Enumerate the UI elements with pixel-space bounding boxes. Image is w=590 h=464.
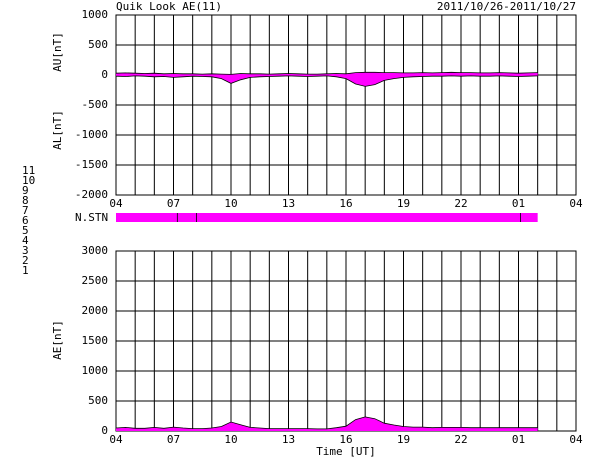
y-tick-label: 1000 bbox=[82, 364, 109, 377]
station-legend-label: 8 bbox=[22, 194, 29, 207]
x-tick-label: 07 bbox=[167, 197, 180, 210]
station-segment bbox=[116, 213, 178, 222]
y-tick-label: -500 bbox=[82, 98, 109, 111]
x-tick-label: 16 bbox=[339, 197, 352, 210]
station-legend-label: 6 bbox=[22, 214, 29, 227]
x-tick-label: 04 bbox=[569, 197, 583, 210]
x-tick-label: 16 bbox=[339, 433, 352, 446]
y-tick-label: 3000 bbox=[82, 244, 109, 257]
station-legend-label: 9 bbox=[22, 184, 29, 197]
y-tick-label: -1000 bbox=[75, 128, 108, 141]
y-tick-label: 2500 bbox=[82, 274, 109, 287]
line bbox=[115, 75, 538, 87]
station-segment bbox=[177, 213, 197, 222]
x-axis-label: Time [UT] bbox=[316, 445, 376, 458]
y-tick-label: 1000 bbox=[82, 8, 109, 21]
station-segment bbox=[196, 213, 521, 222]
area bbox=[116, 416, 538, 431]
area bbox=[116, 75, 538, 87]
chart-title: Quik Look AE(11) bbox=[116, 0, 222, 13]
station-legend-label: 10 bbox=[22, 174, 35, 187]
x-tick-label: 19 bbox=[397, 197, 410, 210]
y-tick-label: -1500 bbox=[75, 158, 108, 171]
x-tick-label: 13 bbox=[282, 197, 295, 210]
y-tick-label: 0 bbox=[101, 68, 108, 81]
line bbox=[115, 71, 538, 75]
station-legend-label: 4 bbox=[22, 234, 29, 247]
station-legend-label: 2 bbox=[22, 254, 29, 267]
y-axis-label: AL[nT] bbox=[51, 110, 64, 150]
station-segment bbox=[520, 213, 538, 222]
y-tick-label: 2000 bbox=[82, 304, 109, 317]
line bbox=[115, 416, 538, 430]
x-tick-label: 22 bbox=[454, 197, 467, 210]
station-legend-label: 7 bbox=[22, 204, 29, 217]
x-tick-label: 13 bbox=[282, 433, 295, 446]
station-legend-label: 5 bbox=[22, 224, 29, 237]
x-tick-label: 10 bbox=[224, 433, 237, 446]
x-tick-label: 01 bbox=[512, 433, 525, 446]
x-tick-label: 10 bbox=[224, 197, 237, 210]
x-tick-label: 04 bbox=[109, 197, 123, 210]
x-tick-label: 22 bbox=[454, 433, 467, 446]
x-tick-label: 04 bbox=[109, 433, 123, 446]
station-legend-label: 1 bbox=[22, 264, 29, 277]
x-tick-label: 01 bbox=[512, 197, 525, 210]
station-label: N.STN bbox=[75, 211, 108, 224]
y-tick-label: 0 bbox=[101, 424, 108, 437]
x-tick-label: 07 bbox=[167, 433, 180, 446]
y-tick-label: -2000 bbox=[75, 188, 108, 201]
x-tick-label: 19 bbox=[397, 433, 410, 446]
y-tick-label: 1500 bbox=[82, 334, 109, 347]
x-tick-label: 04 bbox=[569, 433, 583, 446]
station-legend-label: 3 bbox=[22, 244, 29, 257]
y-axis-label: AU[nT] bbox=[51, 32, 64, 72]
y-tick-label: 500 bbox=[88, 38, 108, 51]
y-tick-label: 500 bbox=[88, 394, 108, 407]
y-axis-label: AE[nT] bbox=[51, 320, 64, 360]
date-range: 2011/10/26-2011/10/27 bbox=[437, 0, 576, 13]
station-legend-label: 11 bbox=[22, 164, 35, 177]
